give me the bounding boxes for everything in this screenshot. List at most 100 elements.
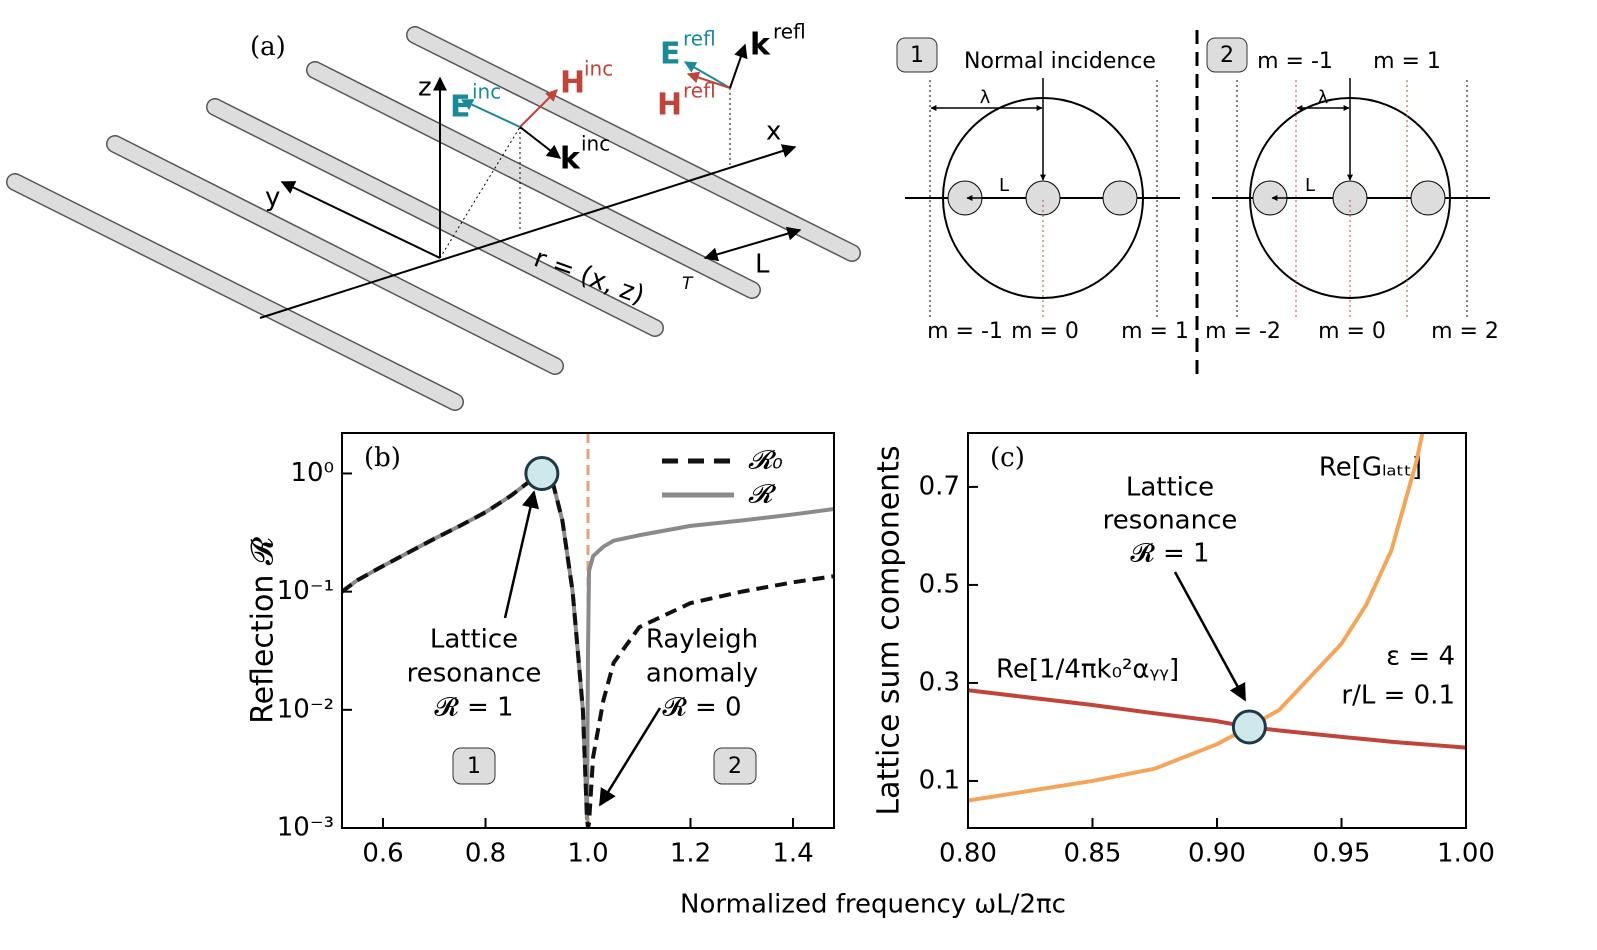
y-axis-title: Lattice sum components xyxy=(872,445,907,815)
diffraction-labels: 1 Normal incidence λ L m = -1 m = 0 m = … xyxy=(910,43,1499,344)
case-box: 2 xyxy=(1220,43,1234,68)
x-axis-title: Normalized frequency ωL/2πc xyxy=(680,890,1066,920)
field-label-sup: refl xyxy=(683,27,716,51)
order-label: m = 0 xyxy=(1011,319,1079,344)
y-axis-title: Reflection 𝓡 xyxy=(246,536,281,724)
axis-label: y xyxy=(265,183,280,213)
field-label: k xyxy=(750,28,771,63)
r-vector xyxy=(439,126,521,259)
annotation: Rayleigh xyxy=(646,625,758,655)
annotation: 𝓡 = 0 xyxy=(662,693,741,723)
y-tick-label: 10⁻¹ xyxy=(277,576,334,606)
order-label: m = -2 xyxy=(1205,319,1281,344)
annotation: Lattice xyxy=(430,625,518,655)
x-tick-label: 0.85 xyxy=(1064,839,1122,869)
resonance-marker xyxy=(1231,709,1267,745)
chart: 0.80 0.85 0.90 0.95 1.00 0.1 0.3 0.5 0.7 Lattice … xyxy=(872,432,1495,869)
field-label: H xyxy=(657,88,682,123)
order-label: m = 2 xyxy=(1431,319,1499,344)
field-label-sup: refl xyxy=(683,79,716,103)
series-line xyxy=(342,471,834,828)
e-inc-arrow xyxy=(460,99,521,128)
field-label: H xyxy=(560,66,585,101)
r-label-sup: T xyxy=(682,274,694,294)
x-tick-label: 0.90 xyxy=(1188,839,1246,869)
y-tick-label: 0.7 xyxy=(919,471,960,501)
field-label: E xyxy=(660,37,681,72)
period-label: L xyxy=(1305,175,1315,196)
y-tick-label: 0.1 xyxy=(919,765,960,795)
case-box: 1 xyxy=(910,43,924,68)
field-label-sup: inc xyxy=(584,57,613,81)
resonance-marker xyxy=(524,455,560,491)
plot-frame xyxy=(967,432,1467,829)
panel-label: (b) xyxy=(364,443,401,473)
plot-area xyxy=(342,433,834,828)
x-tick-label: 1.2 xyxy=(670,839,711,869)
lambda-label: λ xyxy=(1318,87,1329,108)
y-tick-label: 0.5 xyxy=(919,569,960,599)
axis-label: x xyxy=(766,117,781,147)
case-title: Normal incidence xyxy=(964,49,1156,74)
annotation: 𝓡 = 1 xyxy=(434,693,513,723)
axis-label: z xyxy=(418,73,432,103)
series-line xyxy=(968,688,1466,750)
series-label: Re[1/4πk₀²αᵧᵧ] xyxy=(996,655,1179,685)
field-label-sup: inc xyxy=(581,132,610,156)
diffraction-diagram xyxy=(896,30,1490,380)
y-tick-label: 10⁻² xyxy=(277,694,334,724)
field-label-sup: refl xyxy=(773,20,806,44)
order-label: m = -1 xyxy=(1257,49,1333,74)
annotation: ε = 4 xyxy=(1386,642,1455,672)
chart: 0.6 0.8 1.0 1.2 1.4 10⁻³ 10⁻² 10⁻¹ 10⁰ Reflection… xyxy=(246,432,835,869)
field-label: E xyxy=(450,90,471,125)
x-tick-label: 1.00 xyxy=(1437,839,1495,869)
y-tick-label: 0.3 xyxy=(919,667,960,697)
h-refl-arrow xyxy=(686,71,731,89)
x-axis xyxy=(259,144,797,319)
order-label: m = 1 xyxy=(1121,319,1189,344)
legend-label: 𝓡 xyxy=(748,480,777,510)
field-label-sup: inc xyxy=(472,80,501,104)
x-tick-label: 1.4 xyxy=(772,839,813,869)
annotation: Lattice xyxy=(1126,473,1214,503)
series-label: Re[Gₗₐₜₜ] xyxy=(1319,453,1422,483)
period-label: L xyxy=(999,175,1009,196)
period-arrow xyxy=(703,226,802,262)
y-tick-label: 10⁰ xyxy=(290,458,334,488)
k-inc-arrow xyxy=(519,126,562,159)
x-tick-label: 0.6 xyxy=(362,839,403,869)
annotations-c: Lattice resonance 𝓡 = 1 ε = 4 r/L = 0.1 … xyxy=(996,453,1455,711)
y-tick-label: 10⁻³ xyxy=(277,813,334,843)
x-tick-label: 0.8 xyxy=(465,839,506,869)
x-tick-label: 1.0 xyxy=(567,839,608,869)
annotation: 𝓡 = 1 xyxy=(1130,539,1209,569)
order-label: m = 1 xyxy=(1373,49,1441,74)
period-label: L xyxy=(755,250,770,280)
case-box: 2 xyxy=(728,754,742,779)
h-inc-arrow xyxy=(519,89,558,128)
x-tick-label: 0.80 xyxy=(939,839,997,869)
panel-a: (a) z x y E inc H inc k inc E refl H ref… xyxy=(6,20,861,411)
panel-label: (c) xyxy=(990,443,1025,473)
annotation: resonance xyxy=(1103,506,1238,536)
order-label: m = 0 xyxy=(1318,319,1386,344)
e-refl-arrow xyxy=(683,61,731,89)
legend-label: 𝓡₀ xyxy=(748,446,783,476)
field-label: k xyxy=(560,142,581,177)
y-axis xyxy=(280,181,441,259)
annotations-b: Lattice resonance 𝓡 = 1 Rayleigh anomaly… xyxy=(407,490,758,807)
annotation: r/L = 0.1 xyxy=(1341,681,1455,711)
case-box: 1 xyxy=(467,754,481,779)
x-tick-label: 0.95 xyxy=(1313,839,1371,869)
rods xyxy=(6,26,861,411)
k-refl-arrow xyxy=(729,43,748,89)
lambda-label: λ xyxy=(980,87,991,108)
order-label: m = -1 xyxy=(927,319,1003,344)
annotation: anomaly xyxy=(646,659,758,689)
panel-label: (a) xyxy=(250,32,286,62)
annotation: resonance xyxy=(407,659,542,689)
series-line xyxy=(342,471,834,821)
plot-frame xyxy=(341,432,835,829)
